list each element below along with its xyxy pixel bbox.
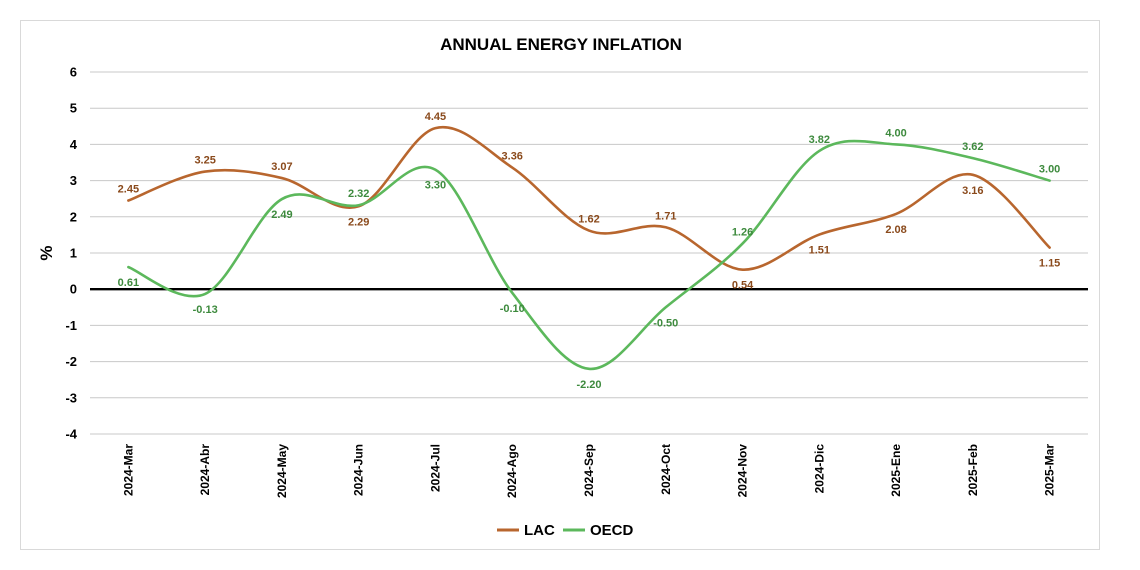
lac-data-label: 2.29 (348, 216, 369, 228)
x-tick-label: 2024-Nov (736, 444, 750, 498)
lac-data-label: 1.15 (1039, 258, 1060, 270)
x-tick-label: 2024-Dic (812, 444, 826, 494)
lac-data-label: 4.45 (425, 111, 446, 123)
lac-data-label: 2.08 (885, 224, 906, 236)
y-tick-label: 5 (70, 101, 77, 116)
oecd-data-label: -0.13 (193, 304, 218, 316)
y-tick-label: -2 (65, 354, 77, 369)
y-tick-label: 3 (70, 173, 77, 188)
gridlines (90, 71, 1088, 435)
x-tick-label: 2024-Jul (428, 444, 442, 492)
data-labels: 2.45 3.25 3.07 2.29 4.45 3.36 1.62 1.71 0.54 1.51… (118, 111, 1061, 391)
oecd-data-label: 3.82 (809, 134, 830, 146)
y-tick-label: -3 (65, 390, 77, 405)
oecd-data-label: -2.20 (576, 379, 601, 391)
x-tick-label: 2025-Feb (966, 444, 980, 496)
oecd-line (127, 139, 1051, 371)
x-tick-label: 2024-May (275, 444, 289, 498)
y-tick-label: 2 (70, 209, 77, 224)
oecd-data-label: -0.50 (653, 317, 678, 329)
lac-legend-label: LAC (524, 522, 555, 539)
oecd-data-label: 3.30 (425, 180, 446, 192)
y-tick-label: 6 (70, 65, 77, 80)
oecd-data-label: 0.61 (118, 277, 139, 289)
series-lines (127, 125, 1051, 371)
y-tick-label: 1 (70, 246, 77, 261)
lac-data-label: 3.07 (271, 161, 292, 173)
oecd-data-label: 4.00 (885, 127, 906, 139)
x-tick-label: 2024-Jun (352, 444, 366, 496)
x-tick-label: 2024-Oct (659, 444, 673, 495)
lac-data-label: 3.16 (962, 185, 983, 197)
y-axis-ticks: 6 5 4 3 2 1 0 -1 -2 -3 -4 (65, 65, 77, 442)
y-tick-label: -1 (65, 318, 77, 333)
x-tick-label: 2024-Abr (198, 444, 212, 496)
oecd-legend-label: OECD (590, 522, 634, 539)
lac-data-label: 1.62 (578, 214, 599, 226)
lac-data-label: 1.71 (655, 210, 676, 222)
lac-data-label: 3.25 (194, 155, 215, 167)
oecd-data-label: -0.10 (500, 303, 525, 315)
y-tick-label: 0 (70, 282, 77, 297)
x-axis-ticks: 2024-Mar 2024-Abr 2024-May 2024-Jun 2024-Jul… (121, 444, 1056, 498)
oecd-data-label: 3.00 (1039, 164, 1060, 176)
x-tick-label: 2024-Ago (505, 444, 519, 498)
y-tick-label: 4 (70, 137, 78, 152)
oecd-data-label: 3.62 (962, 141, 983, 153)
x-tick-label: 2025-Ene (889, 444, 903, 497)
lac-data-label: 1.51 (809, 245, 830, 257)
x-tick-label: 2024-Sep (582, 444, 596, 497)
lac-data-label: 3.36 (502, 151, 523, 163)
chart-title: ANNUAL ENERGY INFLATION (440, 35, 682, 54)
legend: LAC OECD (497, 522, 634, 539)
y-tick-label: -4 (65, 427, 77, 442)
lac-data-label: 2.45 (118, 184, 139, 196)
oecd-data-label: 2.49 (271, 209, 292, 221)
oecd-data-label: 1.26 (732, 227, 753, 239)
lac-data-label: 0.54 (732, 280, 754, 292)
x-tick-label: 2025-Mar (1043, 444, 1057, 496)
y-axis-label: % (37, 245, 56, 260)
oecd-data-label: 2.32 (348, 188, 369, 200)
x-tick-label: 2024-Mar (121, 444, 135, 496)
lac-line (127, 125, 1051, 271)
